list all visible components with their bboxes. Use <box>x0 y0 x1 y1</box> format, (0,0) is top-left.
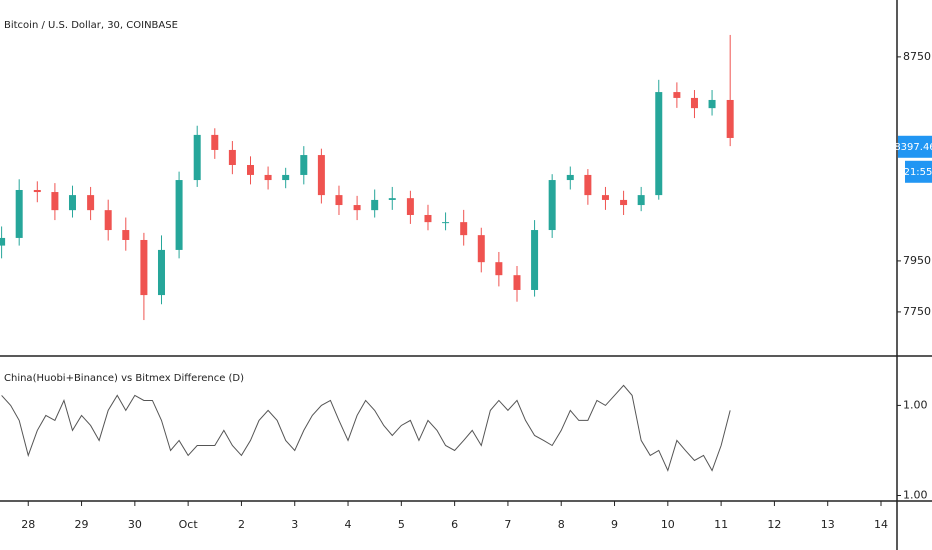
candle-body <box>300 155 308 175</box>
x-tick-label: 6 <box>451 518 458 531</box>
x-tick-label: Oct <box>179 518 199 531</box>
candle-body <box>566 174 574 181</box>
indicator-title: China(Huobi+Binance) vs Bitmex Differenc… <box>4 373 244 384</box>
candle-body <box>68 195 76 211</box>
x-tick-label: 2 <box>238 518 245 531</box>
candle-body <box>637 195 645 206</box>
candle-body <box>477 235 485 263</box>
candle-body <box>673 92 681 98</box>
candle-body <box>424 214 432 223</box>
candle-body <box>175 180 183 250</box>
candle-body <box>371 199 379 211</box>
candle-body <box>246 165 254 175</box>
chart-title: Bitcoin / U.S. Dollar, 30, COINBASE <box>4 20 178 31</box>
candle-body <box>264 174 272 181</box>
indicator-line <box>1 384 731 472</box>
candle-body <box>0 237 6 246</box>
x-tick-label: 12 <box>767 518 781 531</box>
candle-body <box>388 198 396 200</box>
candle-body <box>51 192 59 211</box>
candle-body <box>460 222 468 236</box>
countdown-box <box>905 160 932 183</box>
candle-body <box>495 262 503 276</box>
x-tick-label: 8 <box>558 518 565 531</box>
x-tick-label: 28 <box>21 518 35 531</box>
price-tag-box <box>898 135 932 158</box>
x-tick-label: 13 <box>821 518 835 531</box>
x-tick-label: 9 <box>611 518 618 531</box>
x-tick-label: 10 <box>661 518 675 531</box>
y-tick-label: 7750.00 <box>903 305 932 318</box>
candle-body <box>15 189 23 238</box>
candle-body <box>140 239 148 296</box>
y-tick-label: 1.00 <box>903 488 928 501</box>
x-tick-label: 14 <box>874 518 888 531</box>
x-tick-label: 5 <box>398 518 405 531</box>
price-tag: 8397.46 <box>894 142 932 153</box>
x-tick-label: 7 <box>504 518 511 531</box>
x-tick-label: 29 <box>75 518 89 531</box>
candle-body <box>211 134 219 150</box>
candle-body <box>690 97 698 109</box>
y-tick-label: 8750.00 <box>903 50 932 63</box>
candle-body <box>584 174 592 196</box>
candle-body <box>620 199 628 206</box>
candle-body <box>548 180 556 231</box>
x-tick-label: 3 <box>291 518 298 531</box>
x-tick-label: 30 <box>128 518 142 531</box>
countdown: 21:55 <box>904 167 932 178</box>
candle-body <box>708 99 716 109</box>
x-tick-label: 4 <box>345 518 352 531</box>
candle-body <box>122 230 130 240</box>
candle-body <box>157 249 165 296</box>
candle-body <box>87 195 95 211</box>
candle-body <box>193 134 201 181</box>
candle-body <box>353 205 361 211</box>
candle-body <box>442 222 450 224</box>
y-tick-label: 1.00 <box>903 398 928 411</box>
candle-body <box>406 198 414 215</box>
candle-body <box>513 275 521 290</box>
candle-body <box>335 195 343 206</box>
candle-body <box>33 189 41 193</box>
candle-body <box>655 92 663 196</box>
candle-body <box>601 195 609 200</box>
candle-body <box>282 174 290 181</box>
candle-body <box>726 99 734 138</box>
candle-body <box>317 155 325 196</box>
candle-body <box>228 149 236 166</box>
y-tick-label: 7950.00 <box>903 254 932 267</box>
candle-body <box>104 210 112 231</box>
candle-body <box>531 230 539 290</box>
x-tick-label: 11 <box>714 518 728 531</box>
